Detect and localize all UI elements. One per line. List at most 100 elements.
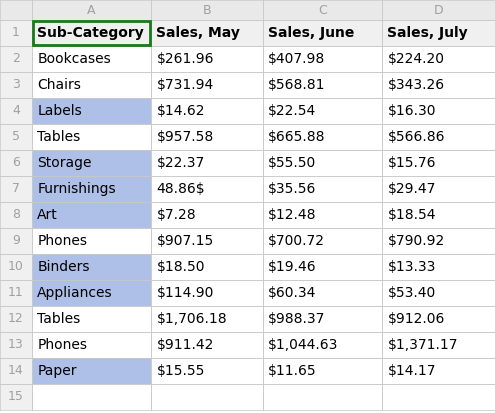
Bar <box>382 150 495 176</box>
Bar <box>151 202 263 228</box>
Bar <box>0 20 32 46</box>
Bar <box>0 280 32 306</box>
Text: $22.37: $22.37 <box>156 156 205 170</box>
Bar <box>0 332 32 358</box>
Bar <box>263 306 382 332</box>
Bar <box>0 254 32 280</box>
Text: Appliances: Appliances <box>37 286 113 300</box>
Text: $1,371.17: $1,371.17 <box>388 338 458 352</box>
Bar <box>263 254 382 280</box>
Text: $18.50: $18.50 <box>156 260 205 274</box>
Bar <box>382 0 495 20</box>
Bar <box>151 98 263 124</box>
Bar <box>151 46 263 72</box>
Text: $55.50: $55.50 <box>268 156 316 170</box>
Bar <box>382 20 495 46</box>
Bar <box>382 176 495 202</box>
Bar <box>0 176 32 202</box>
Text: Sub-Category: Sub-Category <box>37 26 144 40</box>
Bar <box>382 46 495 72</box>
Bar <box>0 0 32 20</box>
Text: $114.90: $114.90 <box>156 286 214 300</box>
Text: $35.56: $35.56 <box>268 182 317 196</box>
Bar <box>263 150 382 176</box>
Bar <box>32 280 151 306</box>
Text: Sales, July: Sales, July <box>388 26 468 40</box>
Text: $15.55: $15.55 <box>156 364 205 378</box>
Bar <box>151 20 263 46</box>
Text: Chairs: Chairs <box>37 78 81 92</box>
Bar <box>382 332 495 358</box>
Text: $15.76: $15.76 <box>388 156 436 170</box>
Bar <box>263 332 382 358</box>
Text: $261.96: $261.96 <box>156 52 214 66</box>
Text: $22.54: $22.54 <box>268 104 316 118</box>
Bar <box>32 228 151 254</box>
Text: $13.33: $13.33 <box>388 260 436 274</box>
Bar <box>32 124 151 150</box>
Bar <box>0 306 32 332</box>
Bar <box>151 150 263 176</box>
Bar <box>32 358 151 384</box>
Bar <box>151 384 263 410</box>
Bar <box>263 0 382 20</box>
Text: $988.37: $988.37 <box>268 312 326 326</box>
Bar <box>32 46 151 72</box>
Bar <box>382 280 495 306</box>
Text: $12.48: $12.48 <box>268 208 317 222</box>
Text: C: C <box>318 3 327 17</box>
Text: 3: 3 <box>12 78 20 92</box>
Text: $18.54: $18.54 <box>388 208 436 222</box>
Text: Storage: Storage <box>37 156 92 170</box>
Bar <box>151 358 263 384</box>
Text: 11: 11 <box>8 287 24 299</box>
Text: Bookcases: Bookcases <box>37 52 111 66</box>
Text: Tables: Tables <box>37 312 81 326</box>
Bar <box>32 384 151 410</box>
Text: Phones: Phones <box>37 234 87 248</box>
Text: Furnishings: Furnishings <box>37 182 116 196</box>
Text: Phones: Phones <box>37 338 87 352</box>
Text: $343.26: $343.26 <box>388 78 445 92</box>
Bar <box>263 358 382 384</box>
Bar <box>0 124 32 150</box>
Bar <box>263 384 382 410</box>
Text: $407.98: $407.98 <box>268 52 326 66</box>
Bar <box>382 358 495 384</box>
Text: B: B <box>203 3 211 17</box>
Bar <box>151 0 263 20</box>
Bar <box>382 124 495 150</box>
Bar <box>151 228 263 254</box>
Bar <box>0 384 32 410</box>
Bar <box>151 176 263 202</box>
Bar <box>263 176 382 202</box>
Text: $19.46: $19.46 <box>268 260 317 274</box>
Text: 48.86$: 48.86$ <box>156 182 205 196</box>
Bar <box>32 254 151 280</box>
Text: $16.30: $16.30 <box>388 104 436 118</box>
Text: 2: 2 <box>12 52 20 66</box>
Text: $790.92: $790.92 <box>388 234 445 248</box>
Text: Tables: Tables <box>37 130 81 144</box>
Bar <box>0 202 32 228</box>
Bar <box>32 0 151 20</box>
Bar <box>263 280 382 306</box>
Text: $957.58: $957.58 <box>156 130 214 144</box>
Bar <box>32 332 151 358</box>
Bar <box>151 124 263 150</box>
Bar <box>263 98 382 124</box>
Bar <box>32 72 151 98</box>
Bar <box>382 228 495 254</box>
Bar <box>32 306 151 332</box>
Text: $911.42: $911.42 <box>156 338 214 352</box>
Bar <box>32 98 151 124</box>
Bar <box>151 254 263 280</box>
Text: $7.28: $7.28 <box>156 208 196 222</box>
Text: Sales, May: Sales, May <box>156 26 241 40</box>
Text: $731.94: $731.94 <box>156 78 214 92</box>
Text: $566.86: $566.86 <box>388 130 445 144</box>
Text: $11.65: $11.65 <box>268 364 317 378</box>
Bar <box>151 72 263 98</box>
Text: $14.62: $14.62 <box>156 104 205 118</box>
Text: 15: 15 <box>8 391 24 404</box>
